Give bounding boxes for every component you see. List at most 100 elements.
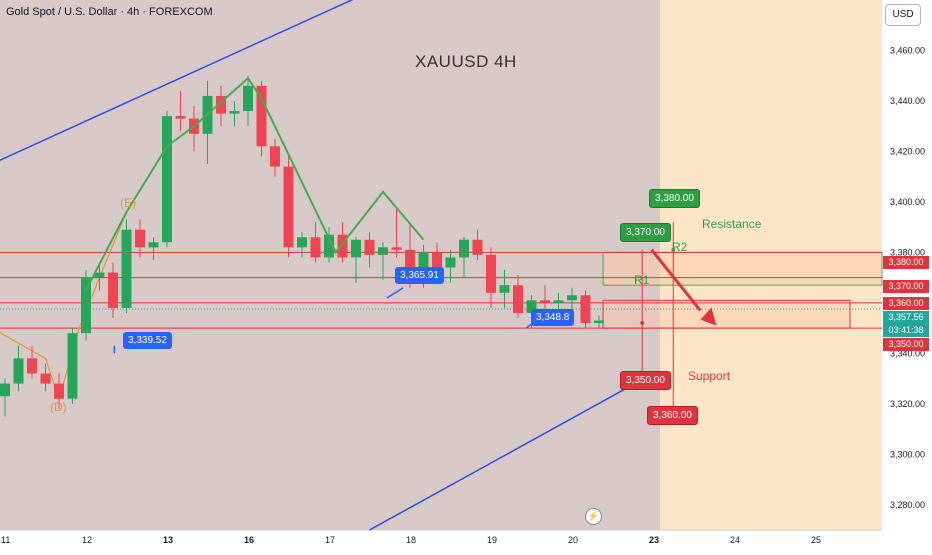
- candle-body: [553, 300, 564, 303]
- candle-body: [175, 116, 186, 119]
- candle-body: [216, 95, 226, 114]
- y-tick-label: 3,380.00: [890, 247, 925, 257]
- x-tick-label: 16: [244, 535, 254, 545]
- candle-body: [297, 237, 307, 248]
- y-tick-label: 3,460.00: [890, 45, 925, 55]
- r2-target-tag: 3,380.00: [649, 189, 700, 208]
- candle-body: [351, 239, 361, 258]
- resistance-label: Resistance: [702, 217, 762, 231]
- events-lightning-icon[interactable]: ⚡: [585, 508, 602, 525]
- candle-body: [283, 166, 294, 248]
- candle-body: [121, 229, 132, 308]
- mid-marker-pointer: [386, 287, 404, 299]
- candle-body: [378, 247, 388, 255]
- support-target-high-tag: 3,350.00: [620, 371, 671, 390]
- projection-arrow-layer: [650, 248, 717, 326]
- x-tick-label: 24: [730, 535, 740, 545]
- support-label: Support: [688, 369, 731, 383]
- time-axis-background: [0, 530, 932, 550]
- candle-body: [567, 295, 577, 301]
- r2-label: R2: [672, 240, 688, 254]
- candle-body: [526, 300, 537, 313]
- x-tick-label: 20: [568, 535, 578, 545]
- x-tick-label: 11: [1, 535, 10, 545]
- candle-body: [499, 285, 510, 293]
- x-tick-label: 13: [163, 535, 173, 545]
- candle-body: [324, 234, 334, 258]
- candle-body: [540, 300, 550, 303]
- wave-d-label: (D): [50, 400, 67, 414]
- candle-body: [594, 320, 604, 324]
- candle-body: [27, 358, 37, 374]
- y-tick-label: 3,400.00: [890, 197, 925, 207]
- candle-body: [108, 272, 118, 308]
- low-marker-tag: 3,339.52: [123, 332, 172, 349]
- current-price-tag: 3,357.56: [883, 311, 929, 324]
- time-axis: 11 12 13 16 17 18 19 20 23 24 25: [1, 535, 821, 545]
- countdown-tag: 03:41:38: [883, 324, 929, 337]
- currency-button[interactable]: USD: [885, 4, 921, 26]
- price-tag-3350: 3,350.00: [883, 338, 929, 351]
- price-tag-3360: 3,360.00: [883, 297, 929, 310]
- y-tick-label: 3,440.00: [890, 96, 925, 106]
- resistance-anchor-point: [671, 247, 676, 252]
- down-projection-arrow-head: [700, 307, 717, 326]
- support-target-low-tag: 3,360.00: [647, 406, 698, 425]
- x-tick-label: 25: [811, 535, 821, 545]
- candle-body: [459, 239, 469, 258]
- price-tag-3380: 3,380.00: [883, 256, 929, 269]
- trendline: [0, 0, 354, 162]
- historical-shaded-zone: [0, 0, 660, 530]
- candle-body: [364, 239, 375, 255]
- y-tick-label: 3,280.00: [890, 500, 925, 510]
- y-tick-label: 3,420.00: [890, 146, 925, 156]
- chart-title: XAUUSD 4H: [415, 52, 517, 71]
- recent-marker-tag: 3,348.8: [531, 309, 575, 326]
- candle-body: [256, 85, 267, 147]
- elliott-wave-path: [85, 76, 425, 291]
- candle-body: [270, 146, 280, 167]
- candle-body: [67, 333, 78, 399]
- candle-body: [54, 383, 64, 399]
- candles-layer: [0, 75, 604, 417]
- x-tick-label: 12: [82, 535, 92, 545]
- candle-body: [13, 358, 24, 384]
- mid-marker-tag: 3,365.91: [395, 267, 444, 284]
- support-anchor-point: [640, 321, 645, 326]
- candle-body: [472, 239, 483, 255]
- x-tick-label: 19: [487, 535, 497, 545]
- candle-body: [310, 237, 321, 258]
- candle-body: [391, 247, 402, 250]
- price-tag-3370: 3,370.00: [883, 280, 929, 293]
- candle-body: [580, 295, 591, 324]
- candle-body: [405, 249, 415, 273]
- candle-body: [135, 229, 145, 248]
- candle-body: [94, 272, 105, 278]
- candle-body: [81, 277, 91, 334]
- candle-body: [432, 252, 442, 268]
- x-tick-label: 23: [649, 535, 659, 545]
- candle-body: [229, 111, 240, 114]
- candle-body: [418, 252, 429, 273]
- candle-body: [148, 242, 159, 248]
- candle-body: [337, 234, 348, 258]
- down-projection-arrow-shaft: [650, 248, 702, 312]
- candle-body: [486, 254, 496, 293]
- r1-label: R1: [634, 273, 650, 287]
- r1-target-tag: 3,370.00: [620, 223, 671, 242]
- y-tick-label: 3,320.00: [890, 399, 925, 409]
- y-tick-label: 3,340.00: [890, 348, 925, 358]
- candle-body: [243, 85, 253, 112]
- x-tick-label: 18: [406, 535, 416, 545]
- candle-body: [162, 116, 172, 243]
- candle-body: [0, 383, 10, 397]
- x-tick-label: 17: [325, 535, 335, 545]
- y-tick-label: 3,300.00: [890, 449, 925, 459]
- candle-body: [445, 257, 456, 268]
- instrument-title: Gold Spot / U.S. Dollar · 4h · FOREXCOM: [6, 6, 213, 18]
- support-zone: [602, 299, 851, 329]
- wave-e-label: (E): [120, 196, 136, 210]
- candle-body: [40, 373, 51, 384]
